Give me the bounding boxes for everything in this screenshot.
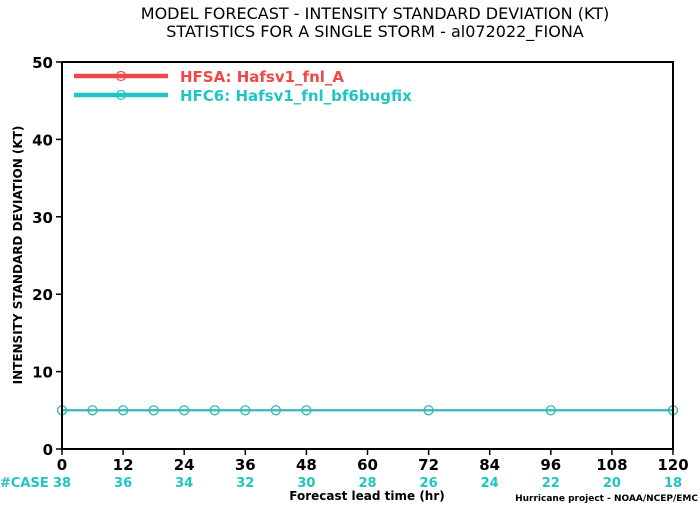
series-point-1 [240, 405, 251, 416]
y-tick-label: 30 [32, 209, 53, 227]
case-count: 24 [481, 476, 499, 491]
case-count: 34 [175, 476, 193, 491]
plot-frame [61, 61, 674, 450]
y-tick-label: 10 [32, 364, 53, 382]
legend-label-1: HFC6: Hafsv1_fnl_bf6bugfix [180, 87, 412, 105]
legend-label-0: HFSA: Hafsv1_fnl_A [180, 68, 344, 86]
series-point-1 [545, 405, 556, 416]
x-tick-label: 60 [357, 456, 378, 474]
case-count: 20 [603, 476, 621, 491]
series-point-1 [87, 405, 98, 416]
x-tick-label: 96 [540, 456, 561, 474]
case-count: 18 [664, 476, 682, 491]
series-point-1 [117, 405, 129, 416]
x-tick-label: 84 [479, 456, 500, 474]
series-point-1 [179, 405, 190, 416]
chart-title-line1: MODEL FORECAST - INTENSITY STANDARD DEVI… [141, 4, 609, 23]
y-tick-label: 40 [32, 131, 53, 149]
credit-text: Hurricane project - NOAA/NCEP/EMC [515, 494, 698, 504]
y-tick-label: 0 [43, 441, 53, 459]
y-tick-label: 20 [32, 286, 53, 304]
x-axis-ticks: 0 12 24 36 48 60 72 84 96 108 120 [57, 449, 689, 474]
x-tick-label: 108 [596, 456, 627, 474]
series-point-1 [209, 405, 220, 416]
series-point-1 [423, 405, 434, 416]
y-tick-label: 50 [32, 54, 53, 72]
case-count: 30 [297, 476, 315, 491]
case-count: 22 [542, 476, 560, 491]
x-tick-label: 12 [113, 456, 134, 474]
chart-title-line2: STATISTICS FOR A SINGLE STORM - al072022… [166, 22, 584, 42]
x-tick-label: 0 [57, 456, 67, 474]
case-count: 26 [420, 476, 438, 491]
x-tick-label: 120 [657, 456, 688, 474]
series-point-1 [148, 405, 159, 416]
legend-marker-0 [115, 70, 127, 82]
x-tick-label: 48 [296, 456, 317, 474]
case-count: 32 [236, 476, 254, 491]
case-count-row: #CASE 38 36 34 32 30 28 26 24 22 20 18 [0, 476, 682, 491]
y-axis-label: INTENSITY STANDARD DEVIATION (KT) [11, 126, 25, 385]
series-point-1 [301, 405, 312, 416]
case-count: 36 [114, 476, 132, 491]
case-count: 38 [53, 476, 71, 491]
series-layer [56, 405, 679, 416]
legend-marker-1 [115, 89, 127, 101]
y-axis-ticks: 0 10 20 30 40 50 [32, 54, 62, 459]
x-tick-label: 24 [174, 456, 195, 474]
series-point-1 [270, 405, 281, 416]
case-label: #CASE [0, 476, 49, 491]
x-axis-label: Forecast lead time (hr) [289, 489, 445, 503]
x-tick-label: 36 [235, 456, 256, 474]
x-tick-label: 72 [418, 456, 439, 474]
case-count: 28 [358, 476, 376, 491]
